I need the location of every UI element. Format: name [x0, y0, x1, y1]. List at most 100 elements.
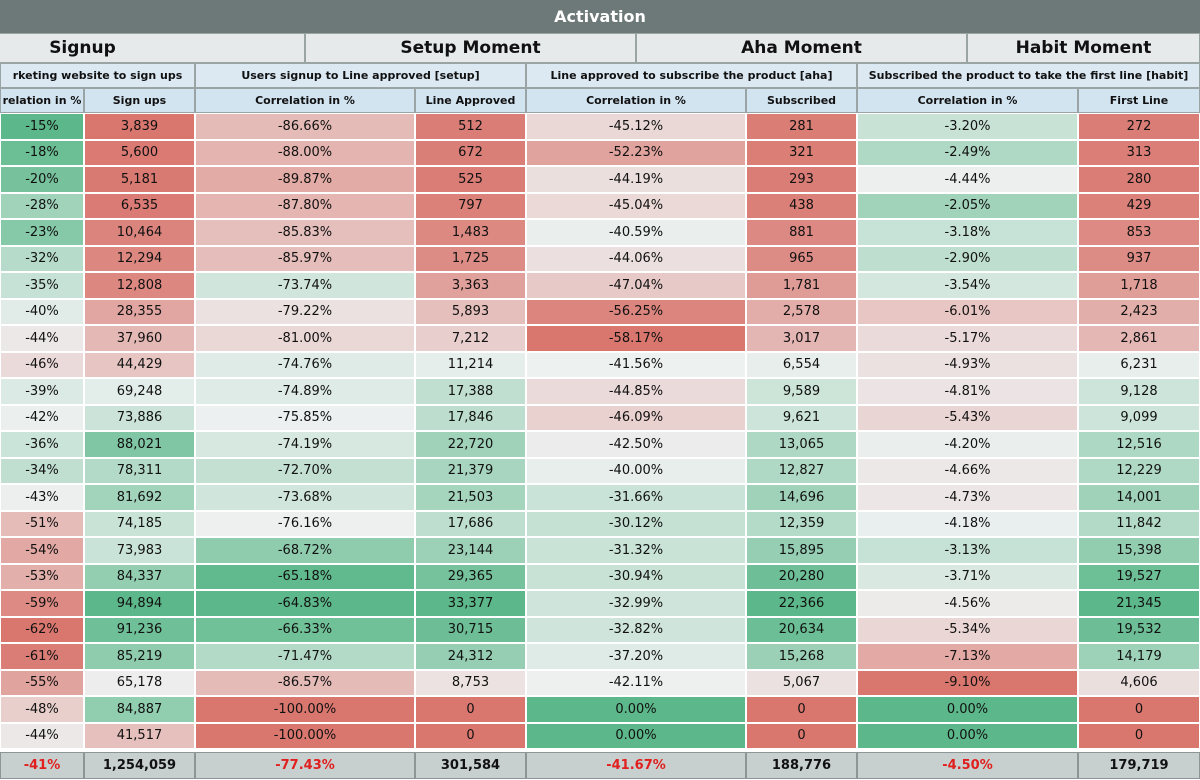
- table-cell: 94,894: [84, 590, 195, 617]
- table-cell: 0.00%: [526, 696, 746, 723]
- table-cell: -40.59%: [526, 219, 746, 246]
- column-header: Sign ups: [84, 88, 195, 113]
- table-cell: -18%: [0, 139, 84, 166]
- table-cell: -48%: [0, 696, 84, 723]
- table-cell: 512: [415, 113, 526, 140]
- table-cell: 12,294: [84, 245, 195, 272]
- table-cell: 797: [415, 192, 526, 219]
- total-cell: -41.67%: [526, 752, 746, 779]
- table-cell: 9,099: [1078, 404, 1200, 431]
- subheader: Users signup to Line approved [setup]: [195, 63, 526, 88]
- table-cell: 12,516: [1078, 431, 1200, 458]
- table-cell: 11,214: [415, 351, 526, 378]
- table-cell: 1,483: [415, 219, 526, 246]
- table-cell: 0: [415, 696, 526, 723]
- table-cell: 44,429: [84, 351, 195, 378]
- table-cell: 881: [746, 219, 857, 246]
- table-cell: 0: [415, 722, 526, 749]
- table-cell: 37,960: [84, 325, 195, 352]
- table-cell: 29,365: [415, 563, 526, 590]
- table-cell: -100.00%: [195, 722, 415, 749]
- table-cell: 321: [746, 139, 857, 166]
- table-cell: -45.04%: [526, 192, 746, 219]
- table-cell: 28,355: [84, 298, 195, 325]
- total-cell: -77.43%: [195, 752, 415, 779]
- table-cell: 12,229: [1078, 457, 1200, 484]
- table-cell: 17,388: [415, 378, 526, 405]
- table-cell: 937: [1078, 245, 1200, 272]
- column-header: Subscribed: [746, 88, 857, 113]
- section-header: Signup: [0, 33, 305, 63]
- table-cell: 5,893: [415, 298, 526, 325]
- table-cell: -2.49%: [857, 139, 1078, 166]
- table-cell: -44.06%: [526, 245, 746, 272]
- table-cell: 84,337: [84, 563, 195, 590]
- table-cell: -4.20%: [857, 431, 1078, 458]
- table-cell: -34%: [0, 457, 84, 484]
- table-cell: 4,606: [1078, 669, 1200, 696]
- section-header: Habit Moment: [967, 33, 1200, 63]
- table-cell: -100.00%: [195, 696, 415, 723]
- table-cell: -39%: [0, 378, 84, 405]
- table-cell: 81,692: [84, 484, 195, 511]
- table-cell: 19,532: [1078, 616, 1200, 643]
- table-cell: -52.23%: [526, 139, 746, 166]
- column-header: Correlation in %: [526, 88, 746, 113]
- table-cell: 313: [1078, 139, 1200, 166]
- table-cell: -44%: [0, 722, 84, 749]
- table-cell: -58.17%: [526, 325, 746, 352]
- table-cell: -32.99%: [526, 590, 746, 617]
- table-cell: 21,503: [415, 484, 526, 511]
- table-cell: 65,178: [84, 669, 195, 696]
- table-cell: -81.00%: [195, 325, 415, 352]
- table-cell: -5.34%: [857, 616, 1078, 643]
- table-cell: -42.11%: [526, 669, 746, 696]
- table-cell: 17,686: [415, 510, 526, 537]
- table-cell: 3,839: [84, 113, 195, 140]
- table-cell: 15,268: [746, 643, 857, 670]
- sheet-title: Activation: [0, 0, 1200, 33]
- table-cell: -61%: [0, 643, 84, 670]
- table-cell: 5,067: [746, 669, 857, 696]
- column-header: First Line: [1078, 88, 1200, 113]
- table-cell: -74.89%: [195, 378, 415, 405]
- table-cell: 3,017: [746, 325, 857, 352]
- total-cell: 1,254,059: [84, 752, 195, 779]
- table-cell: -42%: [0, 404, 84, 431]
- table-cell: -4.66%: [857, 457, 1078, 484]
- table-cell: 23,144: [415, 537, 526, 564]
- table-cell: -86.57%: [195, 669, 415, 696]
- table-cell: -73.68%: [195, 484, 415, 511]
- table-cell: -86.66%: [195, 113, 415, 140]
- table-cell: 69,248: [84, 378, 195, 405]
- table-cell: -37.20%: [526, 643, 746, 670]
- table-cell: -74.19%: [195, 431, 415, 458]
- total-cell: 301,584: [415, 752, 526, 779]
- table-cell: 6,554: [746, 351, 857, 378]
- table-cell: -79.22%: [195, 298, 415, 325]
- table-cell: -7.13%: [857, 643, 1078, 670]
- table-cell: 12,359: [746, 510, 857, 537]
- table-cell: -32%: [0, 245, 84, 272]
- table-cell: -36%: [0, 431, 84, 458]
- table-cell: -15%: [0, 113, 84, 140]
- table-cell: -56.25%: [526, 298, 746, 325]
- table-cell: 3,363: [415, 272, 526, 299]
- table-cell: -30.12%: [526, 510, 746, 537]
- table-cell: 853: [1078, 219, 1200, 246]
- section-header: Setup Moment: [305, 33, 636, 63]
- table-cell: 8,753: [415, 669, 526, 696]
- table-cell: 429: [1078, 192, 1200, 219]
- table-cell: -85.83%: [195, 219, 415, 246]
- table-cell: -88.00%: [195, 139, 415, 166]
- table-cell: 41,517: [84, 722, 195, 749]
- table-cell: 14,179: [1078, 643, 1200, 670]
- table-cell: -3.54%: [857, 272, 1078, 299]
- table-cell: 0.00%: [526, 722, 746, 749]
- table-cell: 0: [746, 722, 857, 749]
- table-cell: 7,212: [415, 325, 526, 352]
- table-cell: -53%: [0, 563, 84, 590]
- table-cell: 91,236: [84, 616, 195, 643]
- subheader: Line approved to subscribe the product […: [526, 63, 857, 88]
- table-cell: 22,720: [415, 431, 526, 458]
